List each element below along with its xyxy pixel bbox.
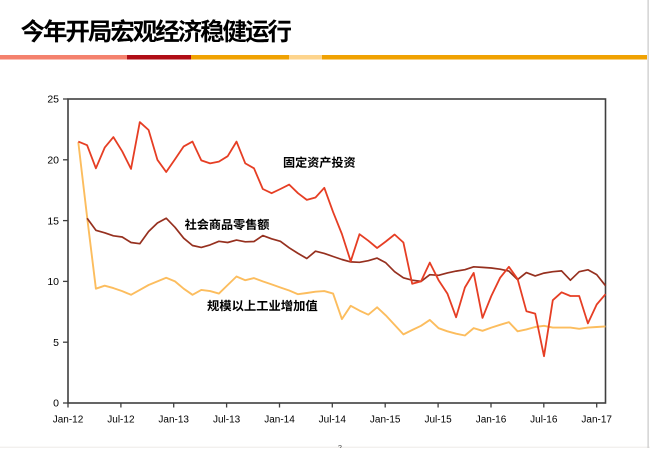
svg-text:Jan-14: Jan-14 [264,415,295,426]
svg-text:5: 5 [53,337,59,349]
svg-text:Jan-15: Jan-15 [370,415,401,426]
svg-text:25: 25 [47,94,59,106]
svg-text:Jul-12: Jul-12 [107,415,135,426]
svg-text:10: 10 [47,276,59,288]
svg-text:Jul-16: Jul-16 [530,415,558,426]
svg-text:Jan-12: Jan-12 [53,415,84,426]
svg-text:20: 20 [47,155,59,167]
svg-text:Jan-13: Jan-13 [158,415,189,426]
svg-text:Jan-16: Jan-16 [476,415,507,426]
svg-text:Jul-14: Jul-14 [319,415,347,426]
svg-text:Jan-17: Jan-17 [581,415,612,426]
svg-text:15: 15 [47,215,59,227]
svg-text:Jul-15: Jul-15 [424,415,452,426]
svg-text:0: 0 [53,398,59,410]
svg-text:2: 2 [338,443,342,448]
svg-text:Jul-13: Jul-13 [213,415,241,426]
